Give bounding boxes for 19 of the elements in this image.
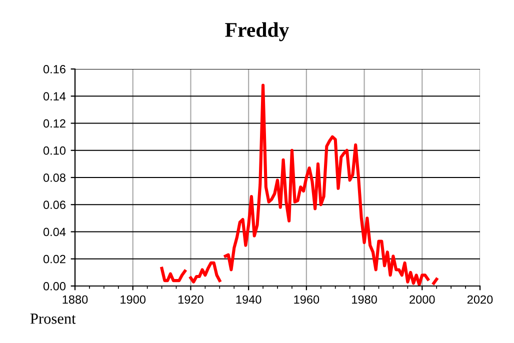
x-tick-label: 1920	[178, 295, 204, 304]
x-tick-label: 2020	[467, 295, 493, 304]
y-tick-label: 0.08	[43, 174, 66, 182]
x-tick-label: 1980	[352, 295, 377, 304]
y-tick-label: 0.16	[43, 65, 66, 74]
y-tick-label: 0.04	[43, 228, 66, 236]
y-tick-label: 0.14	[43, 92, 66, 101]
y-tick-label: 0.06	[43, 200, 66, 210]
x-tick-label: 1880	[62, 295, 88, 304]
chart-title: Freddy	[225, 22, 290, 42]
x-tick-label: 1940	[236, 295, 262, 304]
x-tick-label: 2000	[410, 295, 435, 304]
y-tick-label: 0.12	[43, 119, 66, 128]
y-axis-title: Prosent	[30, 314, 76, 324]
y-tick-label: 0.00	[43, 282, 66, 290]
x-tick-label: 1960	[294, 295, 320, 304]
x-tick-label: 1900	[120, 295, 146, 304]
y-tick-label: 0.10	[43, 146, 66, 155]
y-tick-label: 0.02	[43, 254, 66, 264]
